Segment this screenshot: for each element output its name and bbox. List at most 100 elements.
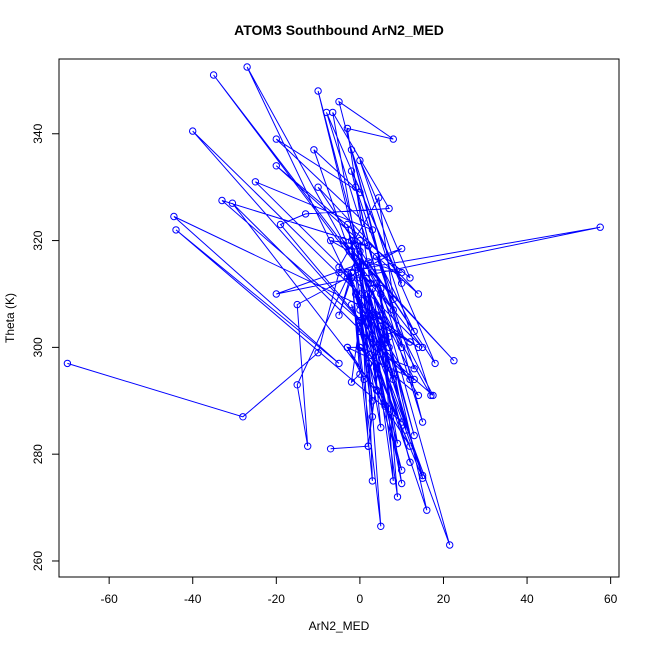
x-tick-label: -60 [100, 592, 118, 606]
data-point [372, 252, 381, 261]
data-point [172, 226, 180, 234]
data-point [368, 311, 377, 319]
data-point [356, 236, 364, 245]
y-axis-label: Theta (K) [3, 293, 17, 343]
data-point [345, 247, 354, 255]
data-point [377, 311, 385, 319]
data-point [243, 63, 251, 71]
data-point [272, 135, 280, 143]
data-point [410, 327, 418, 336]
data-point [356, 156, 364, 165]
data-point [335, 359, 343, 368]
data-point [377, 322, 385, 330]
data-point [418, 471, 427, 480]
data-point [427, 391, 435, 400]
data-point [272, 290, 280, 298]
data-point [364, 290, 372, 298]
data-point [356, 290, 364, 298]
data-point [335, 268, 343, 277]
data-point [209, 71, 218, 79]
data-point [389, 477, 397, 485]
data-point [418, 418, 427, 426]
data-point [389, 135, 397, 143]
data-point [372, 311, 381, 319]
data-point [406, 274, 414, 282]
data-point [293, 381, 301, 389]
y-axis: 260 280 300 320 340 [31, 123, 60, 571]
x-axis: -60 -40 -20 0 20 40 60 [100, 576, 618, 606]
data-point [251, 178, 260, 186]
x-tick-label: 20 [437, 592, 451, 606]
data-point [347, 300, 356, 309]
y-tick-label: 260 [31, 551, 45, 571]
data-point [347, 378, 356, 386]
data-point [343, 343, 352, 352]
data-point [326, 236, 335, 245]
data-point [301, 210, 310, 218]
data-point [450, 357, 458, 365]
data-point [377, 522, 385, 530]
data-point [398, 268, 406, 277]
data-point [276, 220, 285, 229]
data-point [377, 284, 385, 293]
data-point [364, 359, 372, 368]
data-point [398, 479, 406, 488]
data-point [414, 343, 423, 352]
chart-title: ATOM3 Southbound ArN2_MED [234, 22, 444, 38]
data-point [356, 188, 364, 197]
x-axis-label: ArN2_MED [309, 619, 370, 633]
data-point [304, 442, 312, 450]
data-point [360, 375, 368, 384]
data-point [356, 317, 364, 325]
data-point [372, 365, 381, 373]
data-point [314, 349, 322, 357]
data-point [418, 474, 427, 482]
data-point [343, 274, 352, 282]
data-point [398, 466, 406, 474]
data-point [389, 295, 397, 303]
data-point [356, 258, 364, 266]
data-point [364, 442, 372, 450]
data-point [368, 477, 377, 485]
data-point [596, 223, 604, 231]
data-point [385, 333, 393, 341]
data-point [347, 274, 356, 282]
data-point [431, 359, 439, 368]
data-point [446, 541, 454, 549]
data-point [377, 343, 385, 352]
data-point [389, 375, 397, 384]
data-point [364, 311, 372, 319]
data-point [347, 268, 356, 277]
data-point [406, 338, 414, 346]
data-point [406, 442, 414, 450]
data-point [368, 397, 377, 405]
x-tick-label: 40 [520, 592, 534, 606]
data-point [381, 322, 389, 330]
series-line [67, 66, 601, 546]
x-tick-label: 0 [357, 592, 364, 606]
y-tick-label: 340 [31, 123, 45, 143]
data-point [335, 98, 343, 106]
data-point [368, 333, 377, 341]
data-point [335, 311, 343, 319]
data-point [356, 306, 364, 314]
data-point [429, 391, 437, 400]
data-point [356, 370, 364, 378]
data-point [352, 290, 360, 298]
data-point [377, 423, 385, 432]
data-point [385, 204, 393, 213]
data-point [322, 108, 331, 117]
data-point [385, 343, 393, 352]
data-point [368, 226, 377, 234]
data-point [375, 194, 383, 202]
data-point [335, 263, 343, 271]
data-point [347, 167, 356, 175]
data-point [393, 493, 402, 501]
series-layer [63, 63, 604, 549]
x-tick-label: -40 [184, 592, 202, 606]
data-point [63, 359, 72, 368]
data-point [347, 146, 356, 154]
data-point [364, 258, 372, 266]
data-point [218, 196, 226, 205]
